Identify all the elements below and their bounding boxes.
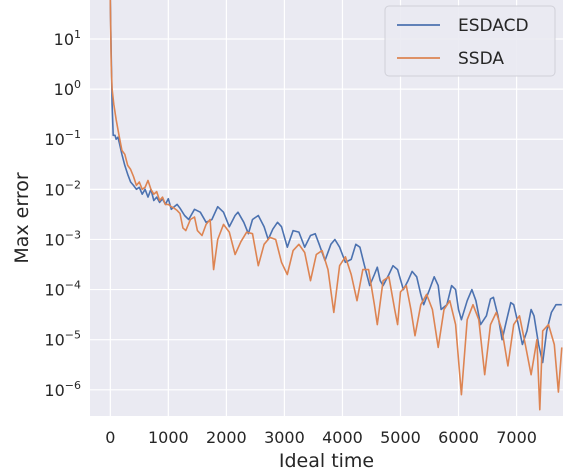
y-tick-label: 100 — [54, 78, 81, 99]
x-tick-labels: 0 1000 2000 3000 4000 5000 6000 7000 — [105, 428, 537, 447]
y-tick-label: 10−2 — [44, 178, 81, 199]
y-tick-label: 101 — [54, 28, 81, 49]
x-axis-label: Ideal time — [279, 450, 374, 472]
y-tick-label: 10−1 — [44, 128, 81, 149]
y-axis-label: Max error — [11, 172, 33, 264]
x-tick-label: 0 — [105, 428, 115, 447]
y-tick-labels: 101 100 10−1 10−2 10−3 10−4 10−5 10−6 — [44, 28, 81, 400]
legend: ESDACD SSDA — [384, 5, 556, 77]
x-tick-label: 7000 — [496, 428, 537, 447]
y-tick-label: 10−3 — [44, 228, 81, 249]
x-tick-label: 6000 — [438, 428, 479, 447]
x-tick-label: 2000 — [206, 428, 247, 447]
y-tick-label: 10−6 — [44, 379, 81, 400]
legend-label-esdacd: ESDACD — [458, 16, 529, 36]
y-tick-label: 10−5 — [44, 329, 81, 350]
y-tick-label: 10−4 — [44, 279, 81, 300]
series-lines — [109, 0, 563, 411]
x-tick-label: 4000 — [322, 428, 363, 447]
x-tick-label: 5000 — [380, 428, 421, 447]
x-tick-label: 3000 — [264, 428, 305, 447]
series-line-ssda — [109, 0, 563, 411]
x-tick-label: 1000 — [148, 428, 189, 447]
series-line-esdacd — [109, 0, 562, 364]
legend-label-ssda: SSDA — [458, 49, 504, 69]
